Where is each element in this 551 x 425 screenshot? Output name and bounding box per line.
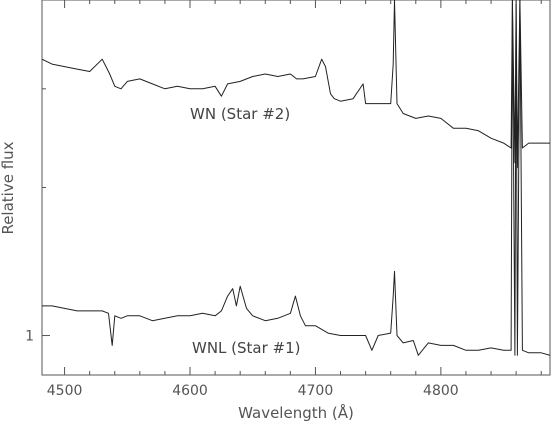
spectrum-series-1: [42, 0, 550, 169]
series-group: [42, 0, 550, 356]
plot-frame: [41, 0, 551, 376]
x-tick-label: 4800: [423, 383, 459, 399]
x-tick-label: 4600: [172, 383, 208, 399]
spectrum-series-2: [42, 0, 550, 356]
x-tick-label: 4700: [298, 383, 334, 399]
x-axis-label: Wavelength (Å): [238, 403, 354, 422]
y-ticks: 1: [25, 88, 50, 345]
x-ticks: 4500 4600 4700 4800: [47, 0, 542, 399]
y-tick-label: 1: [25, 329, 34, 345]
annotation-wn-star-2: WN (Star #2): [190, 105, 290, 123]
y-axis-label: Relative flux: [0, 141, 17, 234]
annotation-wnl-star-1: WNL (Star #1): [192, 339, 301, 357]
x-tick-label: 4500: [47, 383, 83, 399]
